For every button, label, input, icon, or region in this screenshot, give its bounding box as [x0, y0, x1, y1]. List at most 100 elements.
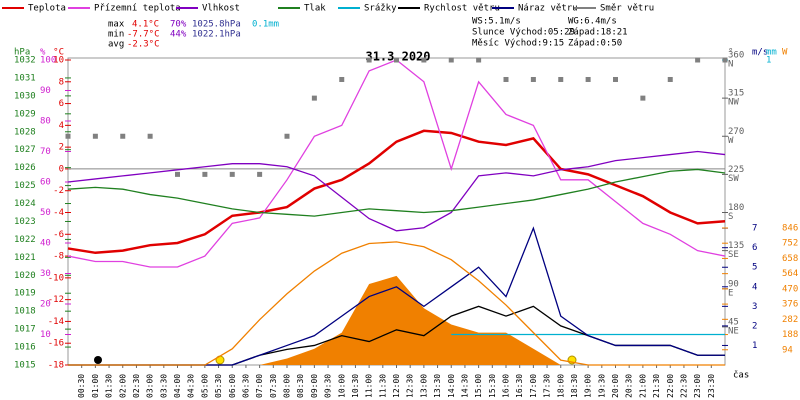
- x-tick-label: 08:00: [283, 374, 292, 398]
- y-tick-label: 470: [782, 284, 798, 294]
- y-tick-label: 4: [752, 282, 757, 292]
- series-point: [476, 57, 482, 63]
- series-point: [339, 76, 345, 82]
- x-tick-label: 07:30: [269, 374, 278, 398]
- series-point: [558, 76, 564, 82]
- y-tick-label: 1018: [14, 307, 36, 317]
- y-tick-label: -6: [53, 230, 64, 240]
- y-tick-label: 60: [40, 178, 51, 188]
- y-tick-label: 20: [40, 300, 51, 310]
- y-tick-label: 70: [40, 147, 51, 157]
- y-tick-label: 188: [782, 330, 798, 340]
- stat: 0.1mm: [252, 20, 279, 30]
- x-tick-label: 23:30: [707, 374, 716, 398]
- x-tick-label: 02:30: [132, 374, 141, 398]
- y-tick-label: 7: [752, 224, 757, 234]
- y-tick-label: 1031: [14, 73, 36, 83]
- y-tick-label: 4: [59, 121, 64, 131]
- x-tick-label: 23:00: [693, 374, 702, 398]
- series-point: [394, 57, 399, 63]
- y-tick-label: 270: [728, 127, 744, 137]
- y-tick-label: 10: [40, 330, 51, 340]
- x-tick-label: 18:30: [570, 374, 579, 398]
- y-tick-label: 45: [728, 317, 739, 327]
- y-tick-label: 282: [782, 315, 798, 325]
- y-tick-label: 90: [728, 279, 739, 289]
- series-point: [530, 76, 536, 82]
- legend-label: Teplota: [28, 4, 66, 14]
- x-tick-label: 20:00: [611, 374, 620, 398]
- y-tick-label: 1021: [14, 253, 36, 263]
- x-tick-label: 19:30: [597, 374, 606, 398]
- stat: 44%: [170, 30, 187, 40]
- y-tick-label: 2: [59, 143, 64, 153]
- x-tick-label: 10:30: [351, 374, 360, 398]
- x-tick-label: 04:00: [173, 374, 182, 398]
- x-tick-label: 10:00: [337, 374, 346, 398]
- x-tick-label: 21:00: [638, 374, 647, 398]
- stat: -2.3°C: [127, 40, 160, 50]
- y-tick-label: 360: [728, 51, 744, 61]
- stat-label: max: [108, 20, 125, 30]
- axis-unit: mm: [766, 48, 777, 58]
- legend-label: Tlak: [304, 4, 326, 14]
- x-tick-label: 08:30: [296, 374, 305, 398]
- sun-info: Západ:18:21: [568, 28, 628, 38]
- x-tick-label: 11:30: [378, 374, 387, 398]
- wind-info: WS:5.1m/s: [472, 17, 521, 27]
- stat: 4.1°C: [132, 20, 159, 30]
- sun-info: Slunce Východ:05:29: [472, 28, 575, 38]
- y-tick-label: 135: [728, 241, 744, 251]
- y-tick-label: 30: [40, 269, 51, 279]
- y-tick-label: 315: [728, 89, 744, 99]
- x-tick-label: 05:30: [214, 374, 223, 398]
- y-tick-label: 80: [40, 117, 51, 127]
- legend-label: Přízemní teplota: [94, 4, 181, 14]
- x-tick-label: 02:00: [118, 374, 127, 398]
- series-area: [68, 275, 725, 365]
- x-tick-label: 03:30: [159, 374, 168, 398]
- y-tick-name: SW: [728, 174, 739, 184]
- y-tick-label: 376: [782, 300, 798, 310]
- series-point: [613, 76, 618, 82]
- stat: 70%: [170, 20, 187, 30]
- series-point: [257, 171, 263, 177]
- y-tick-label: 94: [782, 345, 793, 355]
- y-tick-label: 5: [752, 263, 757, 273]
- y-tick-label: 90: [40, 86, 51, 96]
- x-tick-label: 09:30: [324, 374, 333, 398]
- series-line: [67, 168, 726, 217]
- legend-label: Vlhkost: [202, 4, 240, 14]
- x-tick-label: 00:30: [77, 374, 86, 398]
- series-point: [585, 76, 591, 82]
- series-line: [67, 129, 726, 255]
- y-tick-label: -10: [48, 273, 64, 283]
- series-point: [722, 57, 728, 63]
- y-tick-label: -16: [48, 339, 64, 349]
- y-tick-name: W: [728, 136, 734, 146]
- stats: max 4.1°C 70% 1025.8hPa 0.1mm min -7.7°C…: [108, 17, 628, 50]
- y-tick-label: 180: [728, 203, 744, 213]
- x-tick-label: 04:30: [187, 374, 196, 398]
- series-line: [67, 150, 726, 232]
- series-point: [421, 57, 427, 63]
- axis-unit: m/s: [752, 48, 768, 58]
- y-tick-label: 1027: [14, 145, 36, 155]
- axis-unit: °C: [53, 48, 64, 58]
- y-tick-label: 3: [752, 302, 757, 312]
- x-tick-label: 07:00: [255, 374, 264, 398]
- y-tick-label: 1032: [14, 56, 36, 66]
- moon-info: Západ:0:50: [568, 39, 622, 49]
- y-tick-label: 1028: [14, 127, 36, 137]
- y-tick-label: -12: [48, 295, 64, 305]
- axis-unit: °: [728, 48, 733, 58]
- y-tick-label: 1016: [14, 343, 36, 353]
- series-point: [92, 133, 98, 139]
- x-tick-label: 01:00: [91, 374, 100, 398]
- x-tick-label: 17:30: [543, 374, 552, 398]
- series-point: [65, 133, 71, 139]
- y-tick-name: SE: [728, 250, 739, 260]
- y-tick-label: -2: [53, 186, 64, 196]
- y-tick-name: E: [728, 288, 733, 298]
